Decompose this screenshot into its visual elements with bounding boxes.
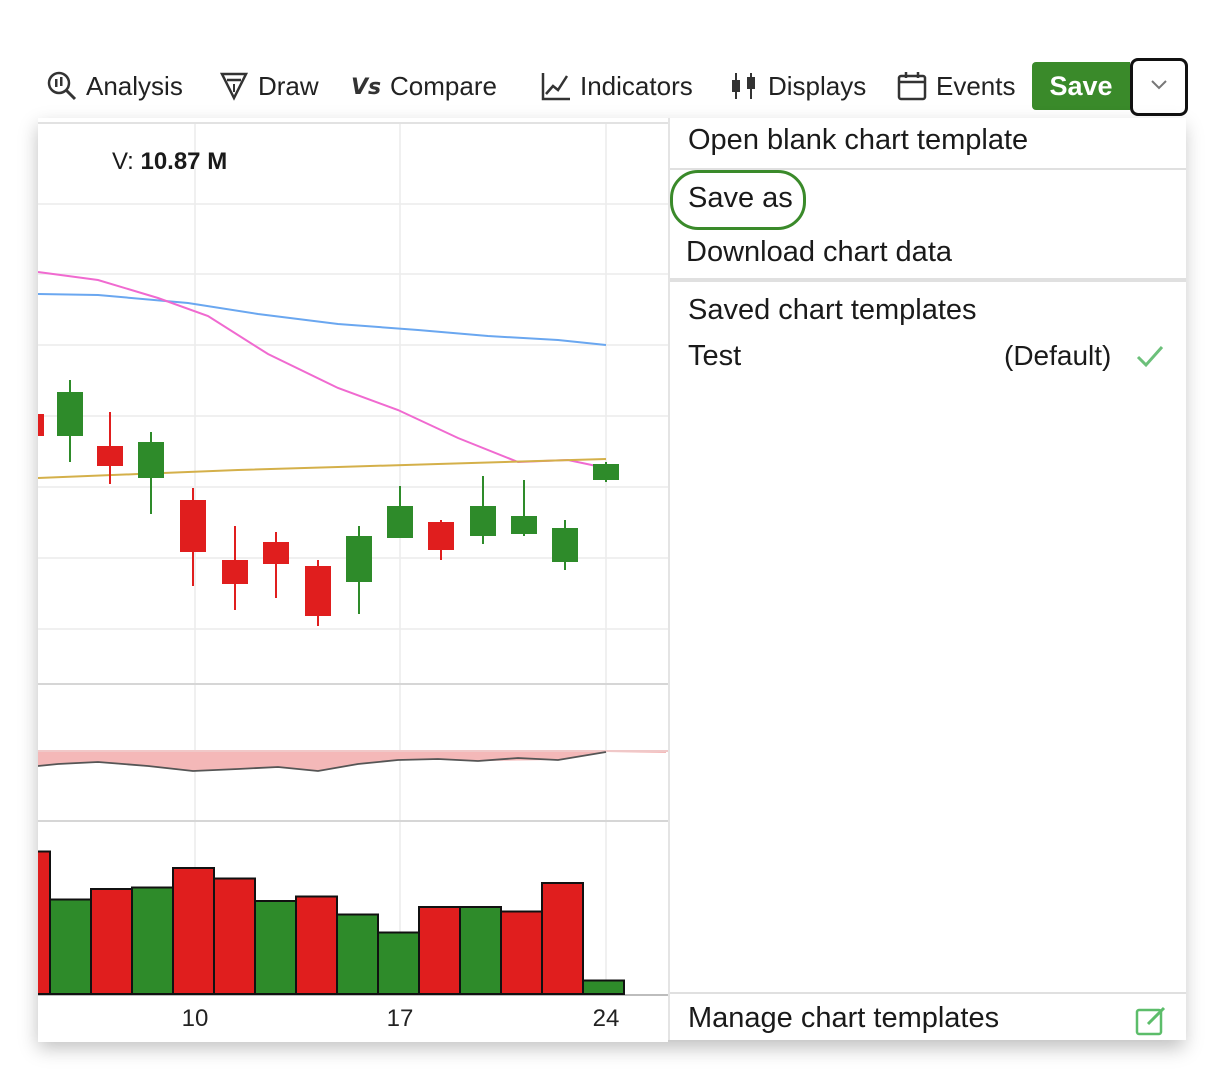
volume-bar (213, 877, 256, 995)
volume-bar (295, 895, 338, 995)
oscillator-area (38, 751, 666, 771)
candle (305, 566, 331, 616)
volume-prefix: V: (112, 148, 134, 175)
analysis-label: Analysis (86, 70, 183, 101)
menu-divider (670, 992, 1186, 994)
manage-templates-item[interactable]: Manage chart templates (688, 1002, 1000, 1034)
volume-readout: V: 10.87 M (112, 148, 227, 176)
template-item-test[interactable]: Test (688, 340, 742, 372)
svg-text:Vs: Vs (351, 75, 381, 100)
chart-toolbar: Analysis Draw Vs Compare Indicators Disp… (38, 56, 1188, 118)
candle (97, 446, 123, 466)
gridlines (38, 124, 668, 994)
candle (428, 522, 454, 550)
analysis-magnifier-icon (46, 70, 78, 102)
volume-series (8, 850, 625, 995)
volume-bar (172, 867, 215, 995)
volume-bar (459, 906, 502, 995)
volume-value: 10.87 M (140, 148, 228, 175)
volume-bar (49, 898, 92, 995)
candle (387, 506, 413, 538)
draw-label: Draw (258, 70, 319, 101)
candle (346, 536, 372, 582)
compare-vs-icon: Vs (350, 70, 382, 102)
displays-candles-icon (728, 70, 760, 102)
price-chart (8, 124, 668, 996)
download-chart-data-item[interactable]: Download chart data (686, 236, 952, 268)
candlestick-series (32, 380, 619, 626)
candle (470, 506, 496, 536)
open-blank-template-item[interactable]: Open blank chart template (688, 124, 1029, 156)
candle (511, 516, 537, 534)
chart-area[interactable] (8, 122, 668, 1042)
volume-bar (541, 882, 584, 995)
save-button[interactable]: Save (1032, 62, 1130, 110)
ma-blue-line (37, 293, 607, 346)
save-options-menu: Open blank chart template Save as Downlo… (668, 118, 1186, 1040)
oscillator-line (37, 751, 607, 772)
candle (222, 560, 248, 584)
displays-label: Displays (768, 70, 867, 101)
compare-label: Compare (390, 70, 497, 101)
events-button[interactable]: Events (896, 64, 1016, 108)
volume-bar (336, 913, 379, 995)
checkmark-icon (1134, 342, 1166, 375)
volume-bar (8, 850, 51, 995)
indicators-button[interactable]: Indicators (540, 64, 693, 108)
ma-gold-line (37, 458, 607, 479)
menu-divider (670, 168, 1186, 170)
indicators-chart-icon (540, 70, 572, 102)
x-tick-label: 17 (386, 1005, 414, 1032)
volume-bar (131, 886, 174, 995)
candle (263, 542, 289, 564)
saved-templates-header: Saved chart templates (688, 294, 977, 326)
chevron-down-icon (1150, 78, 1168, 96)
candle (180, 500, 206, 552)
default-template-tag: (Default) (1004, 340, 1112, 371)
draw-button[interactable]: Draw (218, 64, 319, 108)
save-as-highlight (670, 170, 806, 230)
candle (552, 528, 578, 562)
edit-icon[interactable] (1134, 1004, 1168, 1043)
indicators-label: Indicators (580, 70, 693, 101)
analysis-button[interactable]: Analysis (46, 64, 183, 108)
events-label: Events (936, 70, 1016, 101)
compare-button[interactable]: Vs Compare (350, 64, 497, 108)
volume-bar (377, 931, 420, 995)
calendar-icon (896, 70, 928, 102)
volume-bar (500, 910, 543, 995)
candle (32, 414, 44, 436)
x-tick-label: 10 (181, 1005, 209, 1032)
save-options-dropdown[interactable] (1130, 58, 1188, 116)
volume-bar (90, 888, 133, 995)
volume-bar (582, 979, 625, 995)
displays-button[interactable]: Displays (728, 64, 866, 108)
volume-bar (418, 906, 461, 995)
x-tick-label: 24 (592, 1005, 620, 1032)
volume-bar (254, 900, 297, 995)
draw-pen-icon (218, 70, 250, 102)
candle (138, 442, 164, 478)
candle (57, 392, 83, 436)
ma-pink-line (37, 271, 607, 469)
candle (593, 464, 619, 480)
menu-divider (670, 278, 1186, 282)
save-as-item[interactable]: Save as (688, 182, 793, 214)
